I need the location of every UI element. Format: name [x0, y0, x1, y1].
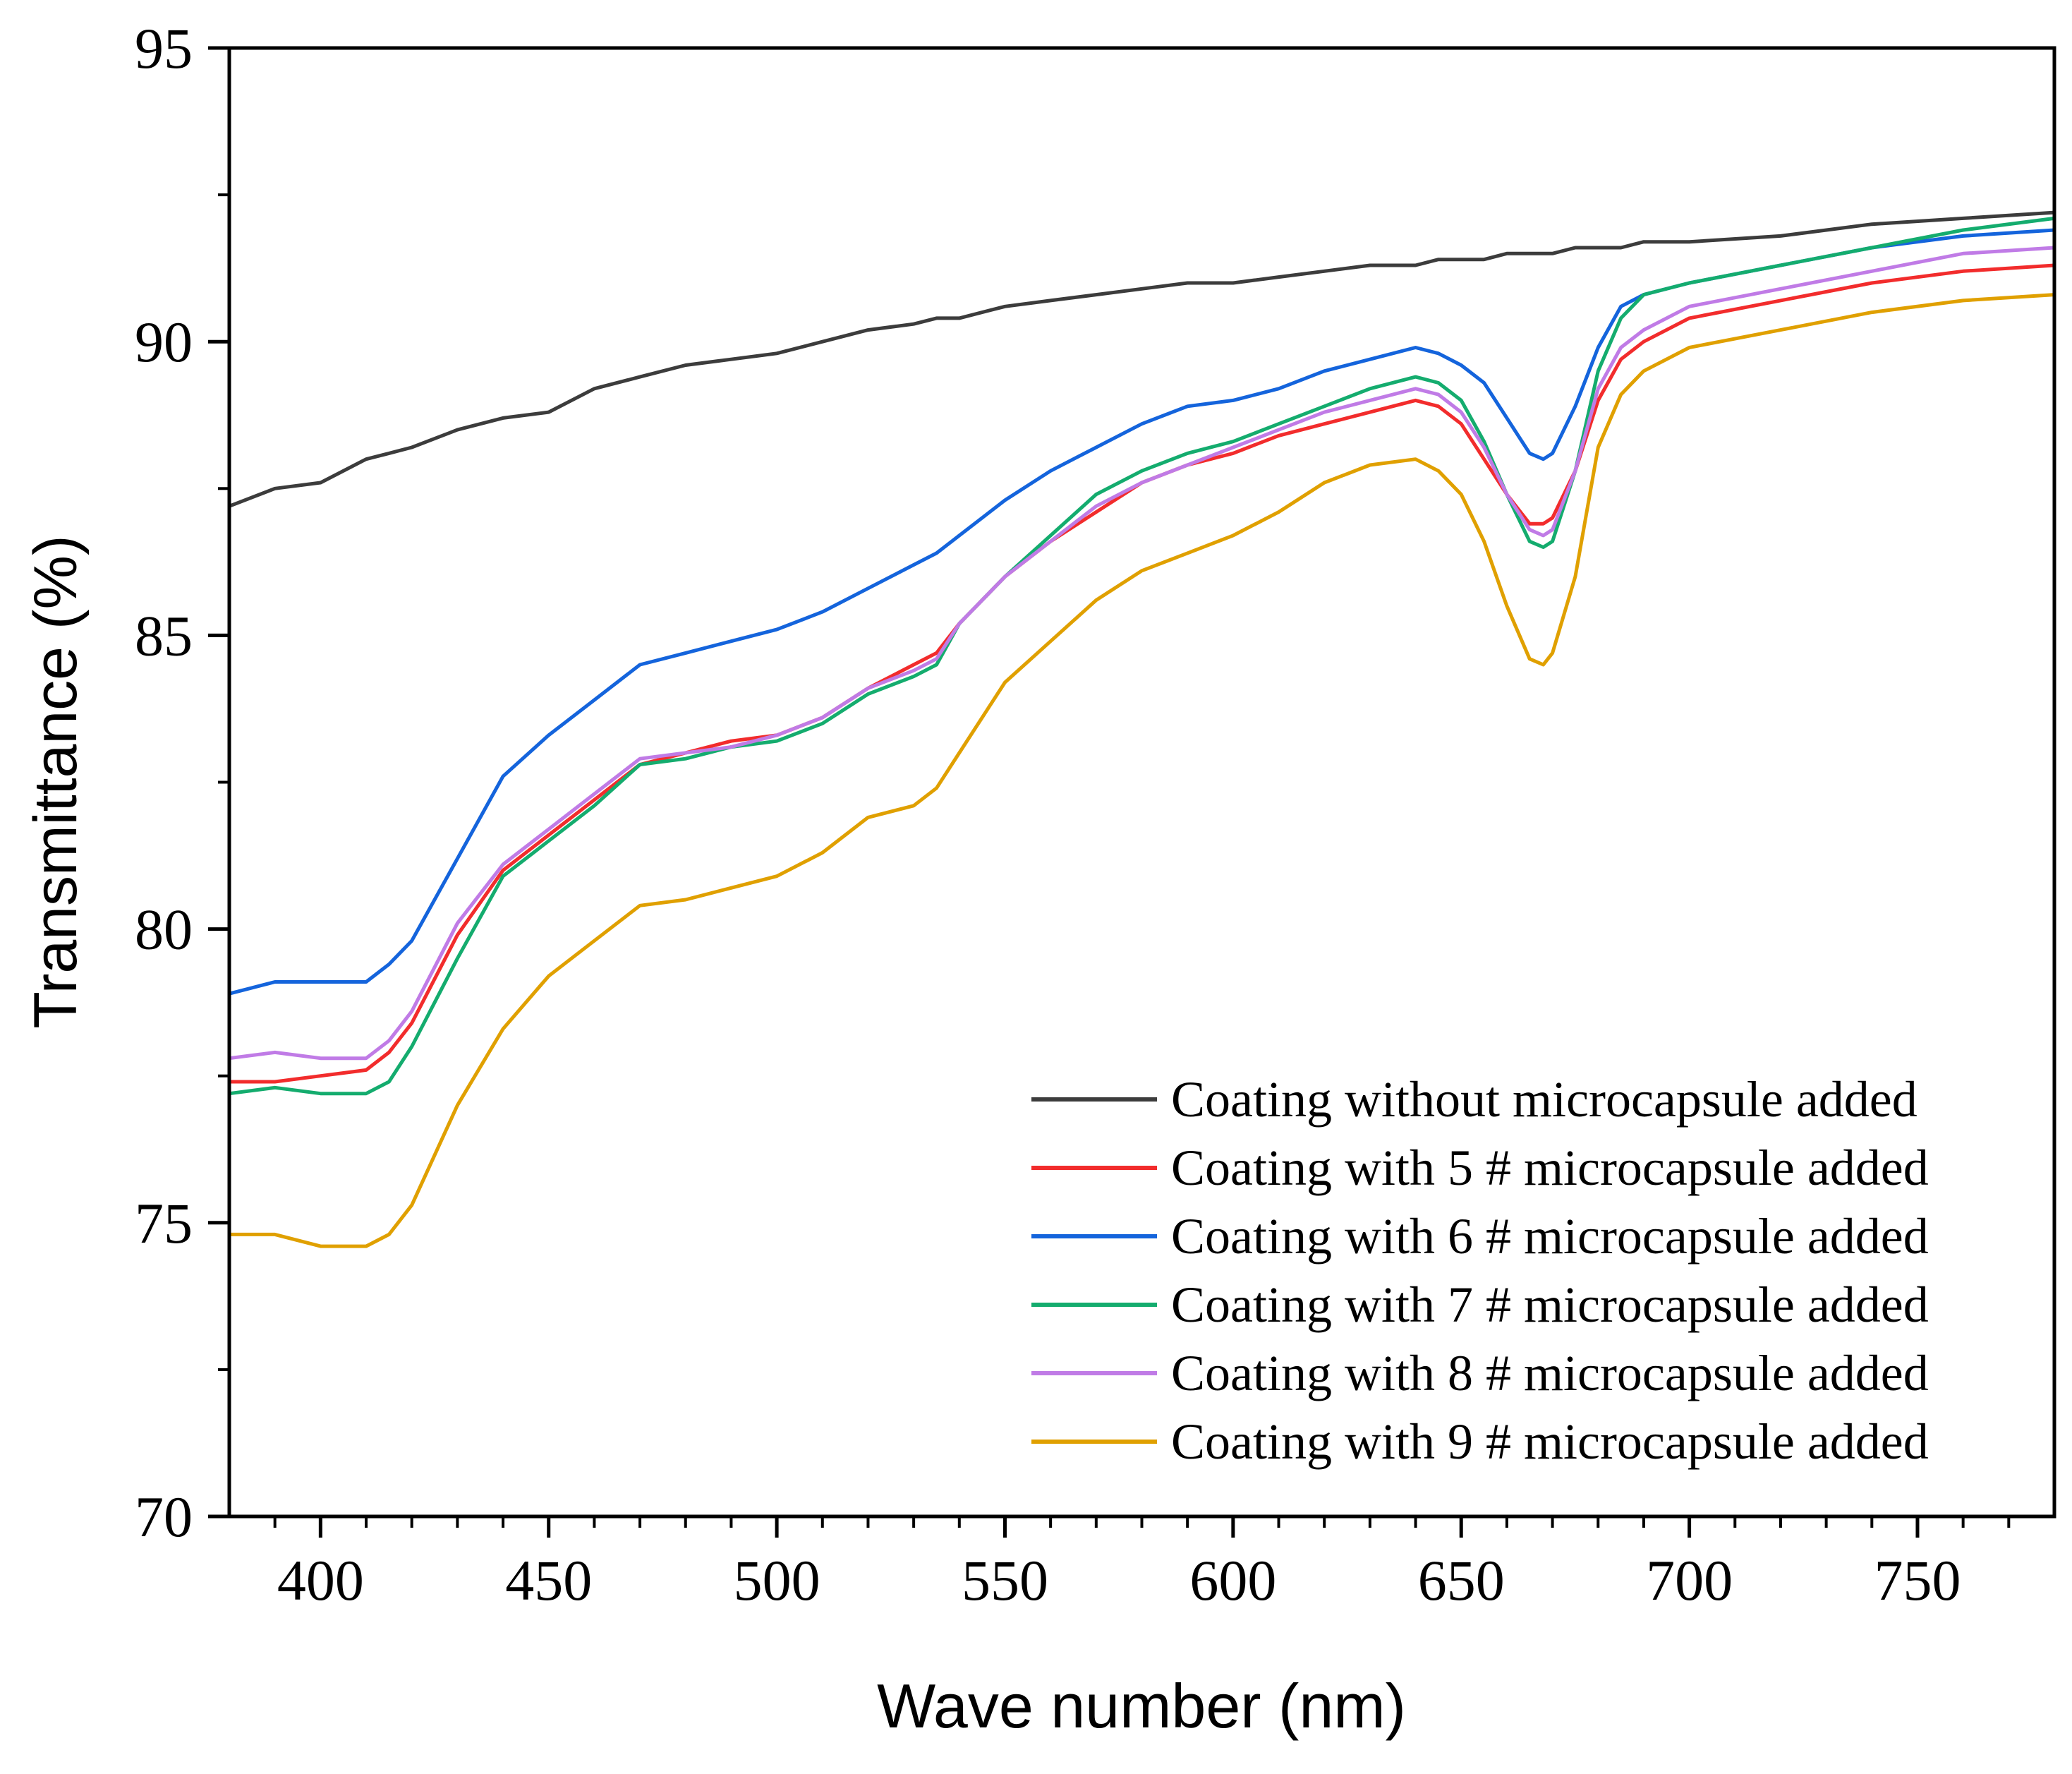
series-layer — [227, 210, 2056, 1248]
legend-label-5: Coating with 9 # microcapsule added — [1171, 1413, 1929, 1470]
y-tick-label: 75 — [135, 1191, 193, 1255]
series-line-2 — [227, 228, 2056, 996]
ticks-layer: 400 450 500 550 600 650 700 750 70 75 80 85 90 95 — [135, 16, 2011, 1612]
x-tick-label: 650 — [1418, 1548, 1505, 1612]
x-tick-label: 600 — [1189, 1548, 1276, 1612]
series-line-0 — [227, 210, 2056, 508]
series-line-5 — [227, 293, 2056, 1248]
x-tick-label: 450 — [505, 1548, 592, 1612]
legend-label-3: Coating with 7 # microcapsule added — [1171, 1277, 1929, 1333]
x-tick-label: 550 — [962, 1548, 1048, 1612]
x-tick-label: 500 — [734, 1548, 820, 1612]
y-tick-label: 85 — [135, 603, 193, 668]
y-tick-label: 90 — [135, 310, 193, 374]
x-tick-label: 700 — [1646, 1548, 1733, 1612]
series-line-1 — [227, 263, 2056, 1084]
series-line-3 — [227, 216, 2056, 1096]
legend-label-4: Coating with 8 # microcapsule added — [1171, 1345, 1929, 1401]
x-tick-label: 750 — [1874, 1548, 1961, 1612]
legend-label-0: Coating without microcapsule added — [1171, 1071, 1917, 1128]
y-tick-label: 80 — [135, 898, 193, 962]
y-tick-label: 70 — [135, 1485, 193, 1549]
y-tick-label: 95 — [135, 16, 193, 80]
legend-label-1: Coating with 5 # microcapsule added — [1171, 1140, 1929, 1196]
y-axis-title: Transmittance (%) — [22, 535, 90, 1028]
x-tick-label: 400 — [277, 1548, 364, 1612]
x-axis-title: Wave number (nm) — [877, 1671, 1406, 1741]
series-line-4 — [227, 246, 2056, 1061]
legend: Coating without microcapsule added Coatin… — [1031, 1071, 1929, 1470]
legend-label-2: Coating with 6 # microcapsule added — [1171, 1208, 1929, 1265]
